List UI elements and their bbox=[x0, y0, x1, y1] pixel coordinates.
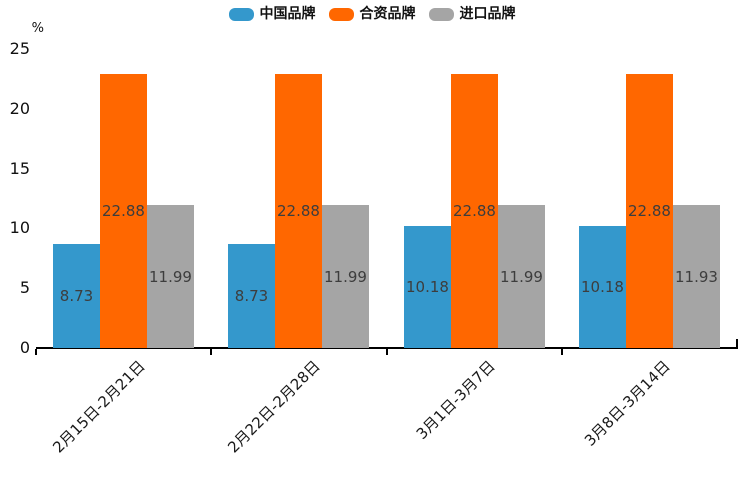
x-axis-tick bbox=[385, 349, 388, 355]
bar-value-label: 11.99 bbox=[500, 267, 543, 286]
bar-value-label: 10.18 bbox=[581, 278, 624, 296]
x-axis-tick bbox=[560, 349, 563, 355]
bar-value-label: 22.88 bbox=[102, 202, 145, 220]
bar bbox=[100, 74, 147, 348]
bar bbox=[322, 205, 369, 348]
y-axis-tick-label: 10 bbox=[9, 218, 30, 238]
legend-swatch-icon bbox=[228, 7, 254, 21]
y-axis-tick-label: 0 bbox=[19, 338, 30, 357]
bar bbox=[673, 205, 720, 348]
bar bbox=[53, 244, 100, 348]
bar bbox=[626, 74, 673, 348]
x-axis-line bbox=[36, 347, 737, 349]
y-axis-unit-label: % bbox=[31, 21, 44, 36]
y-axis-tick-label: 25 bbox=[9, 39, 30, 58]
legend: 中国品牌 合资品牌 进口品牌 bbox=[0, 6, 744, 22]
y-axis-tick-label: 15 bbox=[9, 158, 30, 178]
legend-swatch-icon bbox=[328, 7, 354, 21]
legend-label: 进口品牌 bbox=[459, 6, 516, 22]
legend-label: 合资品牌 bbox=[359, 6, 416, 22]
bar-value-label: 11.99 bbox=[324, 267, 367, 286]
bar bbox=[498, 205, 545, 348]
bar bbox=[228, 244, 275, 348]
legend-item: 合资品牌 bbox=[328, 6, 416, 22]
y-axis-tick-label: 5 bbox=[19, 278, 30, 298]
y-axis-tick-label: 20 bbox=[9, 98, 30, 118]
bar bbox=[451, 74, 498, 348]
x-axis-tick bbox=[210, 349, 213, 355]
x-axis-tick bbox=[736, 339, 738, 349]
x-axis-tick bbox=[35, 349, 37, 355]
x-axis-category-label: 3月8日-3月14日 bbox=[581, 357, 675, 450]
bar-value-label: 8.73 bbox=[59, 287, 94, 305]
bar-value-label: 10.18 bbox=[406, 278, 449, 296]
x-axis-category-label: 2月15日-2月21日 bbox=[48, 357, 149, 457]
bar-value-label: 22.88 bbox=[628, 202, 671, 220]
bar-value-label: 11.93 bbox=[675, 267, 718, 286]
bar-value-label: 22.88 bbox=[453, 202, 496, 220]
bar bbox=[275, 74, 322, 348]
legend-label: 中国品牌 bbox=[259, 6, 316, 22]
bar bbox=[579, 226, 626, 348]
x-axis-category-label: 3月1日-3月7日 bbox=[412, 357, 499, 443]
legend-item: 中国品牌 bbox=[228, 6, 316, 22]
legend-item: 进口品牌 bbox=[428, 6, 516, 22]
legend-swatch-icon bbox=[428, 7, 454, 21]
bar-value-label: 11.99 bbox=[149, 267, 192, 286]
bar-value-label: 8.73 bbox=[234, 287, 269, 305]
x-axis-category-label: 2月22日-2月28日 bbox=[224, 357, 324, 457]
bar bbox=[404, 226, 451, 348]
bar bbox=[147, 205, 194, 348]
bar-value-label: 22.88 bbox=[277, 202, 320, 220]
